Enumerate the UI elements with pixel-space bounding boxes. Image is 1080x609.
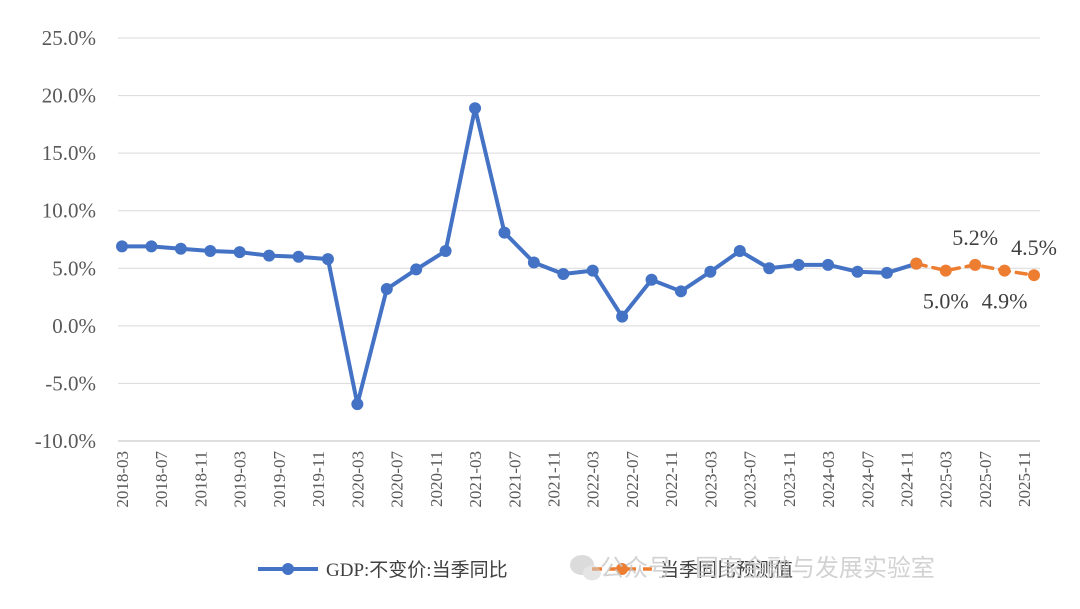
gdp-actual-point [321,253,334,266]
gdp-forecast-point [969,258,982,271]
x-tick-label: 2020-03 [348,451,367,508]
watermark-text: 公众号 · 国家金融与发展实验室 [600,554,935,582]
x-tick-label: 2021-03 [466,451,485,508]
x-tick-label: 2022-11 [662,451,681,507]
gdp-actual-point [851,265,864,278]
gdp-forecast-point [1028,269,1040,282]
x-tick-label: 2018-11 [191,451,210,507]
legend-label-actual: GDP:不变价:当季同比 [326,559,508,581]
wechat-icon [570,555,601,581]
x-tick-label: 2021-07 [505,451,524,508]
legend: GDP:不变价:当季同比 当季同比预测值 [258,559,793,581]
gdp-actual-point [116,240,128,253]
x-tick-label: 2019-07 [270,451,289,508]
legend-marker-forecast [616,563,628,575]
gdp-actual-point [145,240,158,253]
x-tick-label: 2025-07 [976,451,995,508]
gdp-actual-point [469,102,482,115]
gdp-actual-point [498,226,511,239]
series-points [116,102,1040,411]
x-tick-label: 2023-07 [741,451,760,508]
gdp-actual-point [527,256,540,269]
gdp-actual-point [763,262,776,275]
gdp-actual-point [204,245,217,258]
x-tick-label: 2019-11 [309,451,328,507]
y-tick-label: 15.0% [42,141,96,165]
x-tick-label: 2024-03 [819,451,838,508]
data-label: 5.2% [952,225,998,250]
x-tick-label: 2021-11 [544,451,563,507]
y-tick-label: 25.0% [42,26,96,50]
x-tick-label: 2018-03 [113,451,132,508]
y-tick-label: -10.0% [35,429,96,453]
wechat-icon-bubble-small [583,565,601,581]
gdp-actual-point [880,266,893,279]
x-tick-label: 2024-07 [858,451,877,508]
data-label: 5.0% [923,289,969,314]
gdp-actual-point [292,250,305,263]
x-tick-label: 2020-11 [427,451,446,507]
grid-lines [118,37,1040,442]
gdp-actual-point [174,242,187,255]
gdp-actual-line [120,106,919,407]
x-tick-label: 2022-07 [623,451,642,508]
x-tick-label: 2023-11 [780,451,799,507]
legend-label-forecast: 当季同比预测值 [660,559,793,581]
x-axis-ticks: 2018-03 2018-07 2018-11 2019-03 2019-07 2019-… [113,451,1034,508]
x-tick-label: 2025-11 [1015,451,1034,507]
gdp-actual-point [351,398,364,411]
gdp-forecast-point [998,264,1011,277]
x-tick-label: 2023-03 [701,451,720,508]
y-axis-ticks: 25.0% 20.0% 15.0% 10.0% 5.0% 0.0% -5.0% -10.0% [35,26,96,453]
x-tick-label: 2019-03 [231,451,250,508]
gdp-actual-point [822,258,835,271]
y-tick-label: 5.0% [52,256,96,280]
gdp-actual-point [792,258,805,271]
gdp-actual-point [439,245,452,258]
data-label: 4.9% [982,289,1028,314]
y-tick-label: 20.0% [42,84,96,108]
x-tick-label: 2025-03 [937,451,956,508]
data-label: 4.5% [1011,235,1057,260]
x-tick-label: 2020-07 [388,451,407,508]
gdp-actual-point [233,246,246,259]
watermark: 公众号 · 国家金融与发展实验室 [570,554,935,582]
gdp-actual-point [704,265,717,278]
gdp-actual-point [616,310,629,323]
x-tick-label: 2022-03 [584,451,603,508]
x-tick-label: 2024-11 [898,451,917,507]
legend-marker-actual [282,563,294,575]
data-annotations: 5.0% 5.2% 4.9% 4.5% [923,225,1057,314]
gdp-actual-point [733,245,746,258]
gdp-actual-point [586,264,599,277]
gdp-forecast-point [939,264,952,277]
gdp-actual-point [557,268,570,281]
y-tick-label: -5.0% [45,371,96,395]
series-lines [120,106,1036,407]
gdp-forecast-point [910,257,923,270]
y-tick-label: 0.0% [52,314,96,338]
gdp-actual-point [263,249,276,262]
gdp-actual-point [674,285,687,298]
gdp-actual-point [645,273,658,286]
y-tick-label: 10.0% [42,199,96,223]
gdp-actual-point [410,263,423,276]
gdp-actual-point [380,283,393,296]
x-tick-label: 2018-07 [152,451,171,508]
